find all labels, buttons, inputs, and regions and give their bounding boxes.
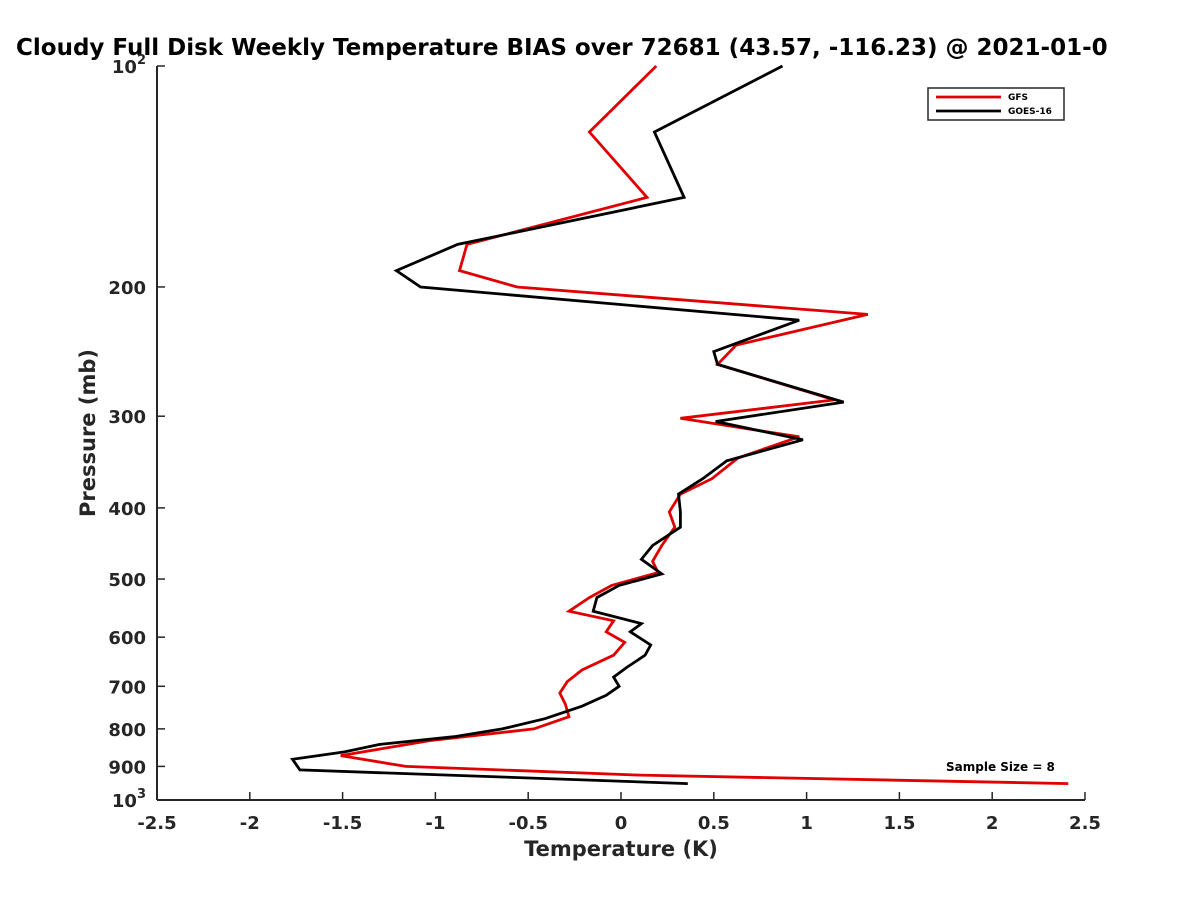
x-tick-label: 0: [615, 813, 628, 834]
y-axis-label: Pressure (mb): [76, 349, 100, 517]
legend-label: GFS: [1008, 93, 1028, 103]
y-tick-label: 900: [108, 757, 146, 778]
x-tick-label: 2: [986, 813, 999, 834]
y-tick-label: 600: [108, 628, 146, 649]
legend-label: GOES-16: [1008, 107, 1052, 117]
series-line-goes-16: [290, 64, 845, 785]
y-tick-label: 700: [108, 677, 146, 698]
x-tick-label: -0.5: [509, 813, 548, 834]
sample-size-annotation: Sample Size = 8: [946, 760, 1055, 774]
legend: GFS GOES-16: [927, 87, 1065, 121]
y-tick-label: 200: [108, 278, 146, 299]
x-tick-label: 1.5: [883, 813, 915, 834]
y-tick-label: 500: [108, 570, 146, 591]
x-tick-label: -2.5: [137, 813, 176, 834]
x-tick-label: -2: [240, 813, 260, 834]
y-tick-label: 800: [108, 720, 146, 741]
y-tick-label: 400: [108, 499, 146, 520]
x-tick-label: -1.5: [323, 813, 362, 834]
y-tick-label: 102: [112, 53, 146, 78]
plot-area: -2.5 -2 -1.5 -1 -0.5 0 0.5 1 1.5 2 2.5 102 200 300 400…: [108, 53, 1101, 834]
chart-title: Cloudy Full Disk Weekly Temperature BIAS…: [16, 35, 1108, 61]
legend-box: [927, 87, 1065, 121]
y-tick-label: 300: [108, 407, 146, 428]
x-axis-label: Temperature (K): [524, 837, 718, 861]
x-tick-label: -1: [425, 813, 445, 834]
x-tick-label: 0.5: [698, 813, 730, 834]
series-line-gfs: [340, 65, 1069, 785]
x-tick-label: 1: [800, 813, 813, 834]
y-tick-label: 103: [112, 787, 146, 812]
x-tick-label: 2.5: [1069, 813, 1101, 834]
